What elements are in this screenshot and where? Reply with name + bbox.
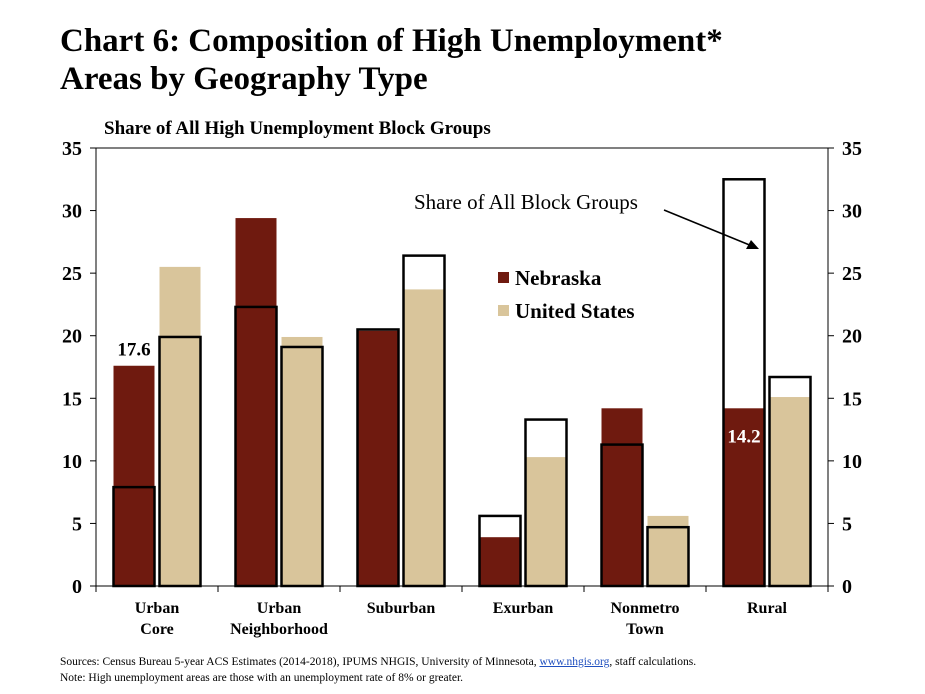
y-tick-label-right: 10	[842, 451, 862, 473]
bar-united-states	[769, 397, 811, 586]
bar-nebraska	[479, 537, 521, 586]
legend-swatch-united-states	[498, 305, 509, 316]
share-outline-nebraska	[112, 485, 156, 588]
share-outline-united-states	[280, 345, 324, 588]
y-tick-label-left: 10	[62, 451, 82, 473]
y-tick-label-left: 30	[62, 201, 82, 223]
bar-nebraska	[357, 330, 399, 586]
y-tick-label-right: 20	[842, 326, 862, 348]
x-category-label: Nonmetro	[610, 600, 679, 617]
share-outline-nebraska	[600, 443, 644, 588]
chart-title-line-2: Areas by Geography Type	[60, 61, 428, 97]
sources-text: Sources: Census Bureau 5-year ACS Estima…	[60, 656, 540, 668]
x-category-label: Neighborhood	[230, 621, 328, 638]
y-tick-label-right: 35	[842, 138, 862, 160]
chart-title: Chart 6: Composition of High Unemploymen…	[60, 22, 723, 98]
bar-nebraska	[601, 408, 643, 586]
annotation-arrow-head	[746, 240, 759, 249]
y-tick-label-right: 30	[842, 201, 862, 223]
share-outline-united-states	[646, 525, 690, 588]
sources-suffix: , staff calculations.	[609, 656, 697, 668]
x-category-label: Urban	[135, 600, 180, 617]
share-annotation: Share of All Block Groups	[414, 190, 638, 214]
share-outline-nebraska	[356, 328, 400, 588]
y-tick-label-left: 15	[62, 388, 82, 410]
y-tick-label-right: 0	[842, 576, 852, 598]
bar-united-states	[281, 336, 323, 586]
share-outline-nebraska	[234, 305, 278, 588]
definition-note: Note: High unemployment areas are those …	[60, 672, 464, 684]
sources-note: Sources: Census Bureau 5-year ACS Estima…	[60, 654, 696, 670]
y-tick-label-right: 25	[842, 263, 862, 285]
legend-swatch-nebraska	[498, 272, 509, 283]
bar-united-states	[525, 457, 567, 586]
share-outline-united-states	[768, 375, 812, 588]
share-outline-nebraska	[478, 514, 522, 588]
y-tick-label-left: 20	[62, 326, 82, 348]
data-label: 17.6	[117, 340, 150, 361]
legend-label-nebraska: Nebraska	[515, 266, 602, 290]
y-tick-label-right: 15	[842, 388, 862, 410]
bar-nebraska	[723, 408, 765, 586]
share-outline-united-states	[158, 335, 202, 588]
share-outline-nebraska	[722, 178, 766, 588]
annotation-arrow-line	[663, 209, 753, 247]
bar-nebraska	[235, 218, 277, 586]
y-tick-label-left: 0	[72, 576, 82, 598]
x-category-label: Core	[140, 621, 173, 638]
chart-subtitle: Share of All High Unemployment Block Gro…	[104, 118, 491, 139]
y-tick-label-left: 5	[72, 513, 82, 535]
bar-united-states	[403, 289, 445, 586]
share-outline-united-states	[524, 418, 568, 588]
chart-title-line-1: Chart 6: Composition of High Unemploymen…	[60, 23, 723, 59]
data-label: 14.2	[727, 426, 760, 447]
share-outline-united-states	[402, 254, 446, 588]
x-category-label: Exurban	[493, 600, 554, 617]
bar-nebraska	[113, 365, 155, 586]
chart-footer: Sources: Census Bureau 5-year ACS Estima…	[60, 654, 696, 686]
bar-united-states	[159, 266, 201, 586]
y-tick-label-left: 35	[62, 138, 82, 160]
nhgis-link[interactable]: www.nhgis.org	[539, 656, 610, 668]
y-tick-label-left: 25	[62, 263, 82, 285]
y-tick-label-right: 5	[842, 513, 852, 535]
x-category-label: Rural	[747, 600, 788, 617]
bar-chart: 0 0 5 5 10 10 15 15 20 20 25 25 30 30 35 35 Urban Core Urb…	[62, 138, 862, 638]
legend-label-united-states: United States	[515, 299, 635, 323]
x-category-label: Suburban	[367, 600, 436, 617]
x-category-label: Urban	[257, 600, 302, 617]
x-category-label: Town	[626, 621, 664, 638]
